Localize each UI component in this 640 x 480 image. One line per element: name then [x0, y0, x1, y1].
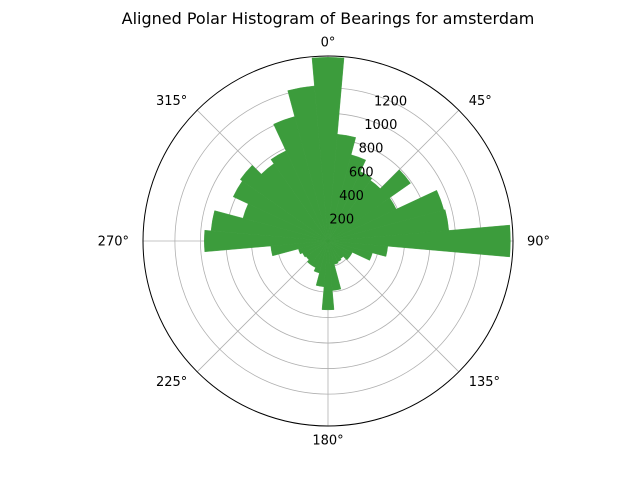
angular-tick-label-7: 315°	[156, 94, 187, 109]
bar-10deg	[327, 134, 356, 242]
radial-tick-label-0: 200	[329, 212, 354, 227]
angular-gridline-3	[327, 240, 460, 373]
radial-tick-label-3: 800	[359, 142, 384, 157]
angular-tick-label-1: 45°	[469, 94, 492, 109]
bar-20deg	[327, 154, 367, 242]
bar-180deg	[321, 240, 335, 311]
bar-50deg	[327, 169, 411, 242]
angular-tick-label-6: 270°	[98, 235, 129, 250]
radial-tick-label-1: 400	[339, 189, 364, 204]
polar-axes: 200 400 600 800 1000 1200 0° 45° 90° 135° 180° 225…	[98, 36, 550, 449]
angular-tick-labels: 0° 45° 90° 135° 180° 225° 270° 315°	[98, 36, 550, 449]
angular-tick-label-3: 135°	[469, 375, 500, 390]
bar-270deg	[204, 229, 329, 253]
bar-280deg	[210, 210, 329, 242]
radial-tick-label-5: 1200	[374, 95, 407, 110]
bar-90deg	[327, 224, 511, 258]
bar-30deg	[327, 171, 373, 242]
angular-tick-label-5: 225°	[156, 375, 187, 390]
bar-200deg	[313, 240, 329, 274]
bar-220deg	[306, 240, 329, 266]
angular-tick-label-4: 180°	[312, 434, 343, 449]
radial-tick-label-4: 1000	[364, 118, 397, 133]
angular-tick-label-0: 0°	[321, 36, 336, 51]
bar-130deg	[327, 240, 351, 261]
radial-tick-labels: 200 400 600 800 1000 1200	[329, 95, 407, 228]
histogram-bars	[204, 57, 511, 311]
bar-310deg	[239, 164, 329, 242]
chart-title: Aligned Polar Histogram of Bearings for …	[122, 9, 535, 28]
angular-gridline-5	[196, 240, 329, 373]
radial-tick-label-2: 600	[349, 165, 374, 180]
bar-110deg	[327, 240, 373, 261]
bar-350deg	[287, 85, 329, 242]
angular-tick-label-2: 90°	[527, 235, 550, 250]
polar-frame	[142, 55, 514, 427]
bar-0deg	[311, 57, 345, 242]
